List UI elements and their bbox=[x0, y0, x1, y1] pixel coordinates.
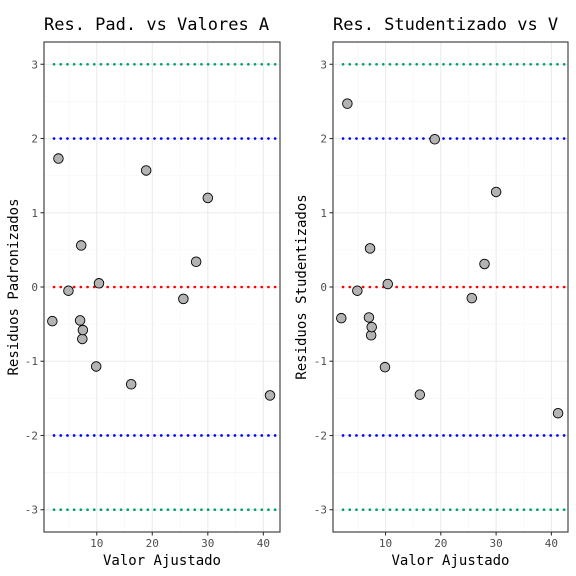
y-tick-label: 2 bbox=[31, 133, 38, 146]
data-point bbox=[77, 333, 88, 345]
y-tick-label: -1 bbox=[314, 355, 327, 368]
data-point bbox=[77, 324, 89, 336]
y-tick-label: 2 bbox=[320, 133, 327, 146]
chart-title: Res. Pad. vs Valores A bbox=[44, 15, 269, 35]
y-axis-label: Residuos Padronizados bbox=[6, 198, 22, 375]
points bbox=[336, 98, 564, 419]
data-point bbox=[90, 361, 102, 372]
data-point bbox=[490, 186, 502, 198]
y-tick-label: 0 bbox=[320, 281, 327, 294]
data-point bbox=[479, 258, 490, 270]
data-point bbox=[202, 192, 214, 204]
data-point bbox=[466, 292, 478, 304]
data-point bbox=[364, 243, 376, 254]
x-tick-label: 10 bbox=[379, 537, 392, 550]
chart-panel-1: 10 20 30 40 -3 -2 -1 0 1 2 3 Res. Pad. vs Valores A… bbox=[6, 15, 281, 569]
data-point bbox=[429, 134, 440, 145]
data-point bbox=[47, 315, 58, 327]
x-axis-label: Valor Ajustado bbox=[391, 553, 509, 569]
y-tick-label: -3 bbox=[314, 504, 327, 517]
y-tick-label: 3 bbox=[31, 58, 38, 71]
data-point bbox=[552, 407, 564, 419]
data-point bbox=[93, 278, 105, 289]
chart-panel-2: 10 20 30 40 -3 -2 -1 0 1 2 3 Res. Studentizado vs V… bbox=[294, 15, 569, 569]
x-tick-label: 20 bbox=[146, 537, 159, 550]
data-point bbox=[178, 293, 189, 305]
data-point bbox=[414, 389, 426, 400]
data-point bbox=[379, 361, 391, 373]
data-point bbox=[336, 312, 347, 324]
x-tick-label: 30 bbox=[489, 537, 502, 550]
data-point bbox=[363, 312, 375, 323]
y-tick-label: 3 bbox=[320, 58, 327, 71]
data-point bbox=[190, 256, 202, 268]
data-point bbox=[53, 153, 64, 164]
y-axis-label: Residuos Studentizados bbox=[294, 194, 310, 379]
data-point bbox=[352, 285, 363, 296]
y-tick-label: 0 bbox=[31, 281, 38, 294]
x-tick-label: 40 bbox=[257, 537, 270, 550]
x-tick-label: 10 bbox=[90, 537, 103, 550]
x-tick-label: 30 bbox=[201, 537, 214, 550]
y-tick-label: 1 bbox=[320, 207, 327, 220]
data-point bbox=[382, 278, 393, 290]
data-point bbox=[75, 240, 87, 251]
data-point bbox=[125, 379, 137, 390]
points bbox=[47, 153, 276, 401]
y-tick-label: -2 bbox=[25, 429, 38, 442]
y-tick-label: -2 bbox=[314, 429, 327, 442]
y-tick-label: -1 bbox=[25, 355, 38, 368]
y-tick-label: 1 bbox=[31, 207, 38, 220]
x-tick-label: 40 bbox=[545, 537, 558, 550]
data-point bbox=[342, 98, 353, 109]
data-point bbox=[366, 321, 377, 333]
data-point bbox=[140, 165, 152, 176]
chart-title: Res. Studentizado vs V bbox=[333, 15, 558, 35]
data-point bbox=[74, 315, 86, 326]
y-tick-label: -3 bbox=[25, 504, 38, 517]
data-point bbox=[63, 285, 74, 296]
x-tick-label: 20 bbox=[434, 537, 447, 550]
data-point bbox=[264, 390, 276, 401]
x-axis-label: Valor Ajustado bbox=[103, 553, 221, 569]
